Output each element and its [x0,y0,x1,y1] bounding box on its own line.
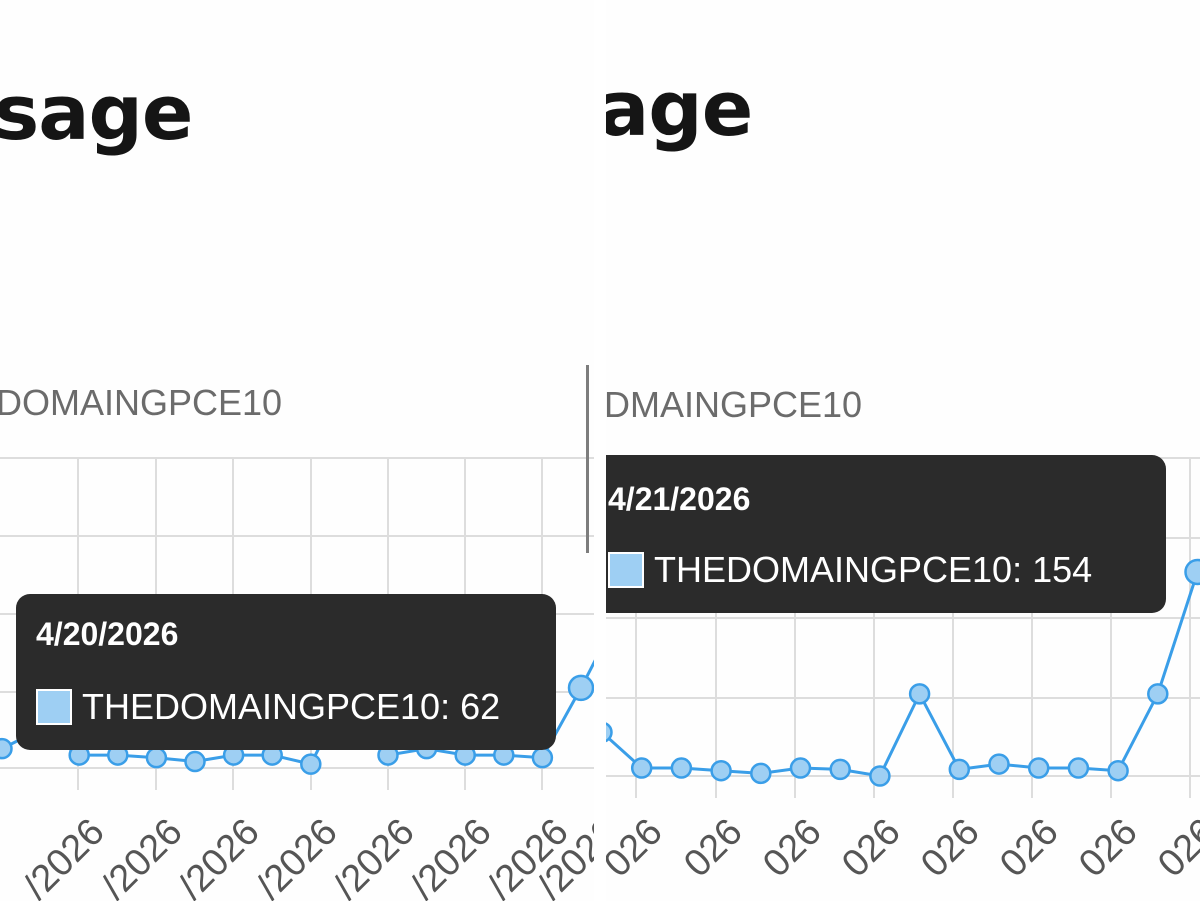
x-tick-label: /2026 [326,811,423,901]
data-point [750,762,772,785]
x-tick-label: 026 [755,811,830,886]
series-title: DOMAINGPCE10 [0,382,283,423]
tooltip-value: 154 [1032,549,1093,590]
x-tick-label: 026 [676,811,751,886]
x-tick-label: 026 [1150,811,1200,886]
x-tick-label: /2026 [16,811,113,901]
x-tick-label: /2026 [249,811,346,901]
tooltip-date: 4/20/2026 [36,616,179,652]
tooltip-date: 4/21/2026 [608,481,751,517]
tooltip-value: 62 [460,686,501,727]
chart-tooltip: 4/20/2026 THEDOMAINGPCE10: 62 [16,594,556,750]
page-heading: sage [0,68,193,157]
data-point [869,765,891,787]
x-tick-label: /2026 [403,811,500,901]
data-point [908,683,931,705]
data-point [0,737,13,760]
tooltip-row: THEDOMAINGPCE10: 62 [36,686,500,728]
x-tick-label: /2026 [94,811,191,901]
series-title: DMAINGPCE10 [606,384,863,425]
data-point [1027,757,1050,779]
data-point [948,758,971,781]
data-point [710,759,732,782]
data-point [1184,558,1200,586]
series-color-swatch [608,552,644,588]
data-point [1107,759,1129,782]
x-tick-label: 026 [606,811,671,886]
data-point [567,674,594,702]
data-point [670,757,693,779]
data-point [1147,683,1169,705]
data-point [1067,757,1090,779]
data-point [145,746,168,769]
series-line [606,571,1199,778]
line-chart[interactable]: 026 026 026 026 026 026 026 026 [606,0,1200,901]
chart-tooltip: 4/21/2026 THEDOMAINGPCE10: 154 [606,455,1166,613]
data-point [184,750,206,773]
x-tick-label: 026 [1071,811,1146,886]
tooltip-series-name: THEDOMAINGPCE10 [82,686,441,727]
page-heading: age [606,64,753,153]
data-point [531,746,554,769]
panel-gap [594,0,606,901]
data-point [829,758,851,781]
x-tick-label: /2026 [171,811,268,901]
scrollbar[interactable] [586,365,589,553]
data-point [606,722,613,743]
left-chart-panel: sage DOMAINGPCE10 /2026/2026/2026/2026/2… [0,0,594,901]
x-tick-label: 026 [913,811,988,886]
data-point [300,753,322,775]
data-point [988,753,1010,775]
tooltip-row: THEDOMAINGPCE10: 154 [608,549,1092,591]
series-color-swatch [36,689,72,725]
x-tick-label: 026 [834,811,909,886]
line-chart[interactable]: /2026/2026/2026/2026/2026/2026/2026/2026 [0,0,594,901]
right-chart-panel: age DMAINGPCE10 026 026 026 026 026 026 026 026… [606,0,1200,901]
tooltip-series-name: THEDOMAINGPCE10 [654,549,1013,590]
x-tick-label: 026 [992,811,1067,886]
data-point [789,757,812,779]
data-point [630,757,653,779]
